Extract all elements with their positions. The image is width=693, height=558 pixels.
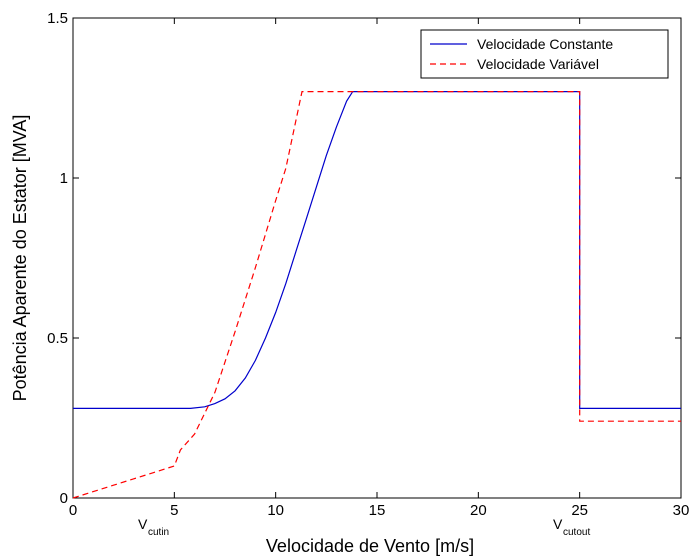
y-tick-label: 1.5 [47,10,68,27]
x-tick-label: 15 [369,502,386,519]
y-tick-label: 0.5 [47,330,68,347]
series-layer [72,90,681,499]
annotation-vcutin-main: V [138,516,148,532]
series-line-velocidade-constante [73,90,681,409]
x-tick-label: 25 [571,502,588,519]
annotation-vcutin: V cutin [138,516,169,538]
x-tick-label: 30 [673,502,690,519]
legend-label-variavel: Velocidade Variável [477,56,599,72]
x-tick-label: 5 [170,502,178,519]
axis-ticks: 0 5 10 15 20 25 30 0 0.5 1 1.5 [47,10,689,519]
y-tick-label: 0 [60,490,68,507]
annotation-vcutout-main: V [553,516,563,532]
legend-label-constante: Velocidade Constante [477,36,613,52]
plot-area [72,17,682,499]
x-tick-label: 0 [69,502,77,519]
legend: Velocidade Constante Velocidade Variável [420,29,669,79]
series-line-velocidade-variavel [72,90,681,499]
annotation-vcutin-sub: cutin [148,527,169,538]
x-tick-label: 10 [267,502,284,519]
y-axis-title: Potência Aparente do Estator [MVA] [10,115,30,402]
x-tick-label: 20 [470,502,487,519]
legend-box [420,29,669,79]
y-tick-label: 1 [60,170,68,187]
annotation-vcutout: V cutout [553,516,590,538]
x-axis-title: Velocidade de Vento [m/s] [266,536,474,556]
annotation-vcutout-sub: cutout [563,527,590,538]
